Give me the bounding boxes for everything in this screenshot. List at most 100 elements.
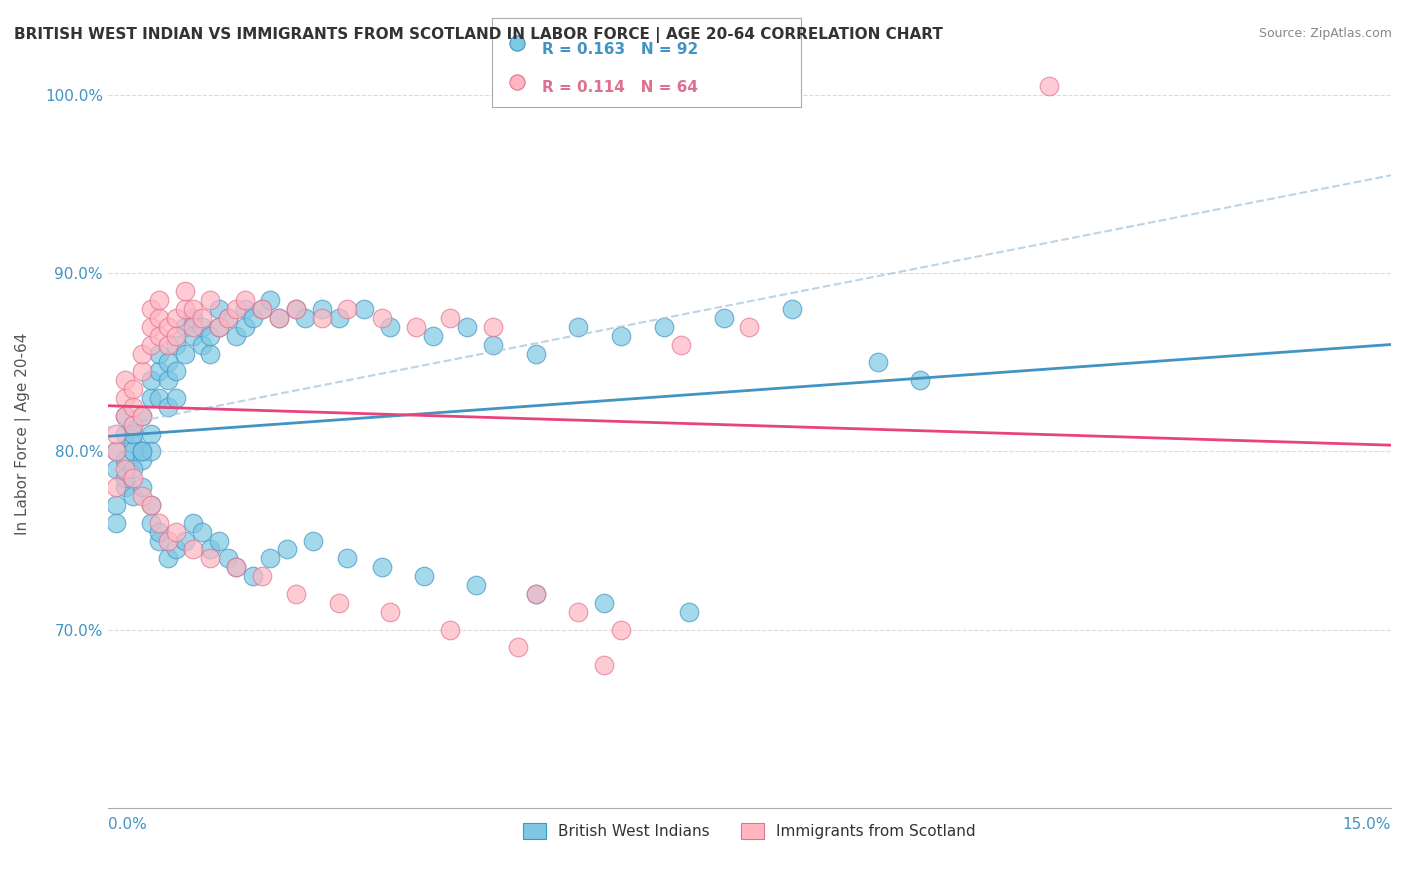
Point <box>413 569 436 583</box>
Point <box>481 319 503 334</box>
Text: 15.0%: 15.0% <box>1343 817 1391 831</box>
Point <box>105 462 128 476</box>
Point <box>148 328 170 343</box>
Point <box>524 587 547 601</box>
Point <box>156 373 179 387</box>
Point <box>156 551 179 566</box>
Point <box>122 489 145 503</box>
Point <box>439 623 461 637</box>
Point <box>593 658 616 673</box>
Point <box>405 319 427 334</box>
Point <box>114 471 136 485</box>
Point <box>122 426 145 441</box>
Point <box>148 391 170 405</box>
Point <box>105 444 128 458</box>
Point <box>131 444 153 458</box>
Point <box>165 542 187 557</box>
Point <box>131 409 153 423</box>
Point <box>910 373 932 387</box>
Point <box>114 453 136 467</box>
Point <box>148 516 170 530</box>
Point <box>208 319 231 334</box>
Point <box>439 310 461 325</box>
Point <box>139 319 162 334</box>
Point <box>233 319 256 334</box>
Point <box>131 444 153 458</box>
Point <box>780 301 803 316</box>
Point <box>191 319 214 334</box>
Point <box>122 417 145 432</box>
Point <box>610 328 633 343</box>
Point <box>139 391 162 405</box>
Point <box>156 533 179 548</box>
Point <box>181 301 204 316</box>
Point <box>181 328 204 343</box>
Point <box>114 409 136 423</box>
Point <box>208 533 231 548</box>
Point <box>148 524 170 539</box>
Point <box>200 346 222 360</box>
Point <box>173 346 195 360</box>
Legend: British West Indians, Immigrants from Scotland: British West Indians, Immigrants from Sc… <box>517 817 981 845</box>
Point <box>181 542 204 557</box>
Point <box>524 587 547 601</box>
Point <box>713 310 735 325</box>
Point <box>378 319 401 334</box>
Point <box>148 364 170 378</box>
Point <box>242 310 264 325</box>
Point <box>139 516 162 530</box>
Point <box>567 319 589 334</box>
Point <box>105 498 128 512</box>
Point <box>267 310 290 325</box>
Point <box>242 569 264 583</box>
Point <box>311 310 333 325</box>
Point <box>148 293 170 307</box>
Point <box>131 453 153 467</box>
Point <box>122 417 145 432</box>
Point <box>200 551 222 566</box>
Point <box>311 301 333 316</box>
Point <box>481 337 503 351</box>
Point <box>508 640 530 655</box>
Point <box>353 301 375 316</box>
Text: R = 0.163   N = 92: R = 0.163 N = 92 <box>541 42 697 56</box>
Point <box>678 605 700 619</box>
Point <box>131 364 153 378</box>
Point <box>378 605 401 619</box>
Point <box>165 328 187 343</box>
Point <box>284 301 307 316</box>
Text: R = 0.114   N = 64: R = 0.114 N = 64 <box>541 80 697 95</box>
Point <box>173 319 195 334</box>
Point <box>114 373 136 387</box>
Point <box>114 462 136 476</box>
Point <box>105 426 128 441</box>
Point <box>225 560 247 574</box>
Point <box>610 623 633 637</box>
Point <box>131 409 153 423</box>
Point <box>148 310 170 325</box>
Point <box>131 489 153 503</box>
Point <box>173 284 195 298</box>
Text: BRITISH WEST INDIAN VS IMMIGRANTS FROM SCOTLAND IN LABOR FORCE | AGE 20-64 CORRE: BRITISH WEST INDIAN VS IMMIGRANTS FROM S… <box>14 27 943 43</box>
Text: 0.0%: 0.0% <box>108 817 146 831</box>
Point <box>259 293 281 307</box>
Point <box>139 426 162 441</box>
Point <box>233 293 256 307</box>
Point <box>866 355 889 369</box>
Point <box>139 498 162 512</box>
Point <box>284 587 307 601</box>
Point <box>105 480 128 494</box>
Point <box>370 310 392 325</box>
Point <box>250 569 273 583</box>
Point <box>464 578 486 592</box>
Point <box>593 596 616 610</box>
Point <box>165 364 187 378</box>
Point <box>114 409 136 423</box>
Point <box>131 346 153 360</box>
Point <box>259 551 281 566</box>
Point <box>191 337 214 351</box>
Point <box>165 391 187 405</box>
Point <box>165 337 187 351</box>
Point <box>652 319 675 334</box>
Point <box>284 301 307 316</box>
